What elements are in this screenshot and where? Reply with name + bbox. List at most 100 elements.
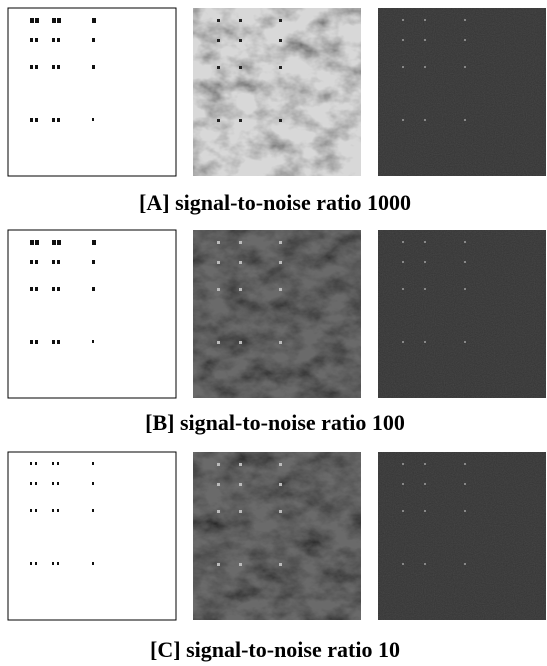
target-dot bbox=[92, 462, 94, 465]
target-dot bbox=[57, 482, 59, 485]
target-dot bbox=[92, 260, 95, 264]
residual-dot bbox=[464, 341, 466, 343]
target-dot bbox=[30, 240, 34, 245]
reconstruction-dot bbox=[279, 510, 282, 513]
panel-target bbox=[7, 229, 177, 399]
residual-dot bbox=[402, 288, 404, 290]
residual-dot bbox=[464, 39, 466, 41]
residual-dot bbox=[402, 241, 404, 243]
target-dot bbox=[35, 65, 38, 69]
residual-dot bbox=[424, 288, 426, 290]
target-dot bbox=[57, 562, 59, 565]
target-dot bbox=[52, 462, 54, 465]
target-dot bbox=[92, 287, 95, 291]
residual-dot bbox=[464, 463, 466, 465]
target-dot bbox=[35, 38, 38, 42]
reconstruction-dot bbox=[239, 119, 242, 122]
reconstruction-dot bbox=[217, 563, 220, 566]
target-dot bbox=[52, 562, 54, 565]
reconstruction-dot bbox=[239, 483, 242, 486]
target-dot bbox=[92, 65, 95, 69]
target-dot bbox=[57, 118, 60, 122]
target-dot bbox=[57, 287, 60, 291]
target-dot bbox=[30, 340, 33, 344]
reconstruction-dot bbox=[217, 261, 220, 264]
residual-dot bbox=[424, 463, 426, 465]
target-dot bbox=[92, 38, 95, 42]
panel-reconstruction bbox=[193, 8, 361, 176]
reconstruction-dot bbox=[279, 288, 282, 291]
panel-residual bbox=[378, 230, 546, 398]
residual-dot bbox=[424, 39, 426, 41]
target-dot bbox=[35, 240, 39, 245]
residual-dot bbox=[464, 563, 466, 565]
residual-dot bbox=[424, 563, 426, 565]
reconstruction-dot bbox=[217, 483, 220, 486]
target-dot bbox=[57, 462, 59, 465]
target-dot bbox=[92, 562, 94, 565]
residual-dot bbox=[402, 66, 404, 68]
target-dot bbox=[92, 509, 94, 512]
target-dot bbox=[52, 38, 55, 42]
target-dot bbox=[30, 287, 33, 291]
reconstruction-dot bbox=[279, 119, 282, 122]
panel-reconstruction bbox=[193, 230, 361, 398]
reconstruction-dot bbox=[217, 39, 220, 42]
reconstruction-dot bbox=[239, 66, 242, 69]
residual-dot bbox=[402, 341, 404, 343]
reconstruction-dot bbox=[217, 463, 220, 466]
reconstruction-dot bbox=[279, 261, 282, 264]
target-dot bbox=[30, 18, 34, 23]
residual-dot bbox=[424, 19, 426, 21]
target-dot bbox=[52, 240, 56, 245]
reconstruction-dot bbox=[239, 19, 242, 22]
target-dot bbox=[57, 65, 60, 69]
reconstruction-dot bbox=[239, 39, 242, 42]
target-dot bbox=[52, 482, 54, 485]
panel-target bbox=[7, 7, 177, 177]
reconstruction-dot bbox=[217, 19, 220, 22]
reconstruction-dot bbox=[217, 288, 220, 291]
target-dot bbox=[92, 240, 96, 245]
reconstruction-dot bbox=[217, 341, 220, 344]
reconstruction-dot bbox=[239, 288, 242, 291]
residual-dot bbox=[464, 261, 466, 263]
target-dot bbox=[30, 462, 32, 465]
residual-dot bbox=[464, 66, 466, 68]
target-dot bbox=[57, 260, 60, 264]
target-dot bbox=[30, 562, 32, 565]
panel-residual bbox=[378, 8, 546, 176]
reconstruction-dot bbox=[217, 119, 220, 122]
reconstruction-dot bbox=[279, 483, 282, 486]
panel-residual bbox=[378, 452, 546, 620]
reconstruction-dot bbox=[217, 241, 220, 244]
target-dot bbox=[52, 118, 55, 122]
target-dot bbox=[57, 18, 61, 23]
target-dot bbox=[57, 38, 60, 42]
reconstruction-dot bbox=[279, 241, 282, 244]
reconstruction-dot bbox=[239, 510, 242, 513]
target-dot bbox=[30, 260, 33, 264]
target-dot bbox=[52, 18, 56, 23]
target-dot bbox=[92, 18, 96, 23]
reconstruction-dot bbox=[279, 563, 282, 566]
caption: [B] signal-to-noise ratio 100 bbox=[145, 410, 405, 435]
target-dot bbox=[35, 287, 38, 291]
target-dot bbox=[35, 562, 37, 565]
residual-dot bbox=[464, 288, 466, 290]
target-dot bbox=[35, 260, 38, 264]
residual-dot bbox=[402, 463, 404, 465]
reconstruction-dot bbox=[239, 463, 242, 466]
residual-dot bbox=[402, 563, 404, 565]
target-dot bbox=[57, 509, 59, 512]
target-dot bbox=[92, 340, 94, 343]
reconstruction-dot bbox=[239, 341, 242, 344]
target-dot bbox=[35, 18, 39, 23]
residual-dot bbox=[424, 241, 426, 243]
target-dot bbox=[52, 509, 54, 512]
target-dot bbox=[52, 340, 55, 344]
target-dot bbox=[35, 509, 37, 512]
panel-reconstruction bbox=[193, 452, 361, 620]
target-dot bbox=[52, 65, 55, 69]
